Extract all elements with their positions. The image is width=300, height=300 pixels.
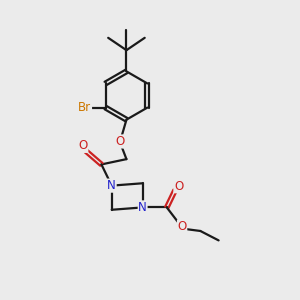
Text: O: O [178, 220, 187, 233]
Text: O: O [79, 140, 88, 152]
Text: N: N [138, 201, 147, 214]
Text: O: O [174, 180, 183, 193]
Text: O: O [115, 135, 124, 148]
Text: Br: Br [78, 101, 92, 114]
Text: N: N [107, 179, 116, 192]
